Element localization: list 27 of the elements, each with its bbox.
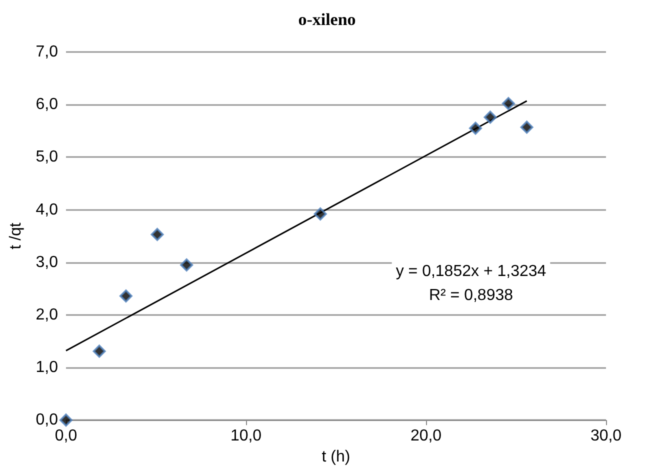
chart-title: o-xileno [298, 10, 356, 29]
point [180, 258, 194, 272]
point [119, 290, 132, 302]
y-tick-label: 5,0 [36, 148, 58, 166]
point [520, 120, 534, 134]
point [484, 110, 497, 124]
x-tick-label: 10,0 [230, 428, 262, 445]
annotation: y = 0,1852x + 1,3234 [396, 262, 546, 280]
point [60, 414, 72, 427]
y-tick-label: 6,0 [36, 96, 58, 114]
x-tick-label: 20,0 [410, 428, 442, 445]
point [314, 207, 327, 220]
annotation: R² = 0,8938 [428, 286, 514, 304]
x-tick-label: 0,0 [54, 428, 78, 445]
y-axis-title: t /qt [8, 222, 24, 250]
x-axis-title: t (h) [322, 448, 350, 466]
y-tick-label: 2,0 [36, 306, 58, 324]
point [469, 122, 482, 135]
point [502, 97, 515, 110]
point [92, 344, 106, 358]
y-tick-label: 0,0 [36, 412, 58, 429]
y-tick-label: 3,0 [36, 254, 58, 271]
y-tick-label: 1,0 [36, 359, 58, 376]
y-tick-label: 7,0 [36, 44, 58, 60]
y-tick-label: 4,0 [36, 201, 58, 218]
point [150, 228, 164, 241]
x-tick-label: 30,0 [590, 428, 622, 445]
